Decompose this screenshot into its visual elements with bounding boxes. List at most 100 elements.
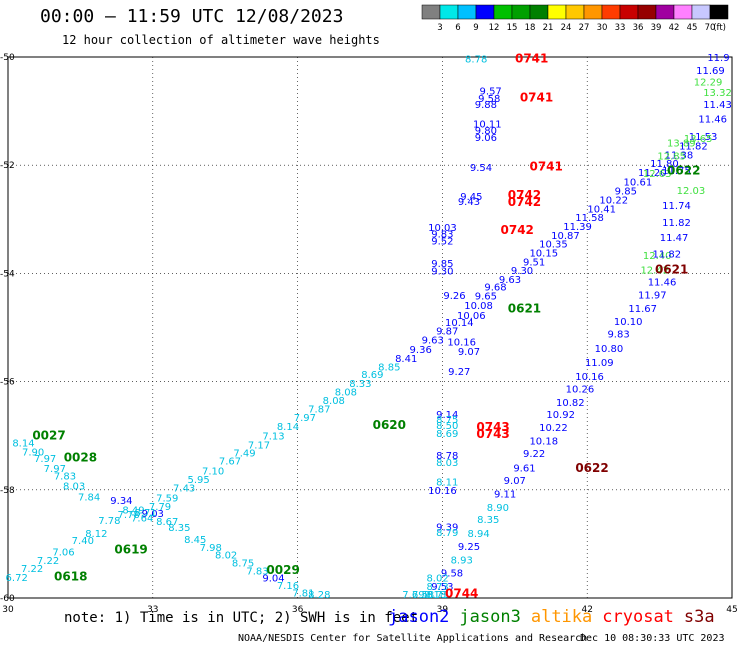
pass-time-label: 0027 — [32, 429, 65, 443]
wave-height-label: 8.14 — [12, 439, 34, 450]
wave-height-label: 8.78 — [465, 55, 487, 66]
wave-height-label: 9.30 — [511, 266, 533, 277]
wave-height-label: 9.36 — [410, 345, 432, 356]
colorbar-swatch — [565, 4, 585, 20]
wave-height-label: 10.08 — [464, 301, 493, 312]
wave-height-label: 8.75 — [436, 415, 458, 426]
wave-height-label: 9.80 — [475, 126, 497, 137]
colorbar-swatch — [529, 4, 549, 20]
wave-height-label: 8.02 — [215, 551, 237, 562]
wave-height-label: 7.06 — [52, 547, 74, 558]
wave-height-label: 8.11 — [436, 478, 458, 489]
wave-height-label: 10.26 — [566, 385, 595, 396]
wave-height-label: 10.16 — [575, 372, 604, 383]
colorbar-swatch — [583, 4, 603, 20]
pass-time-label: 0743 — [476, 427, 509, 441]
colorbar-label: 30 — [597, 23, 608, 33]
wave-height-label: 5.95 — [188, 475, 210, 486]
wave-height-label: 8.79 — [436, 528, 458, 539]
colorbar-unit: (ft) — [713, 23, 726, 33]
wave-height-label: 8.69 — [436, 429, 458, 440]
wave-height-label: 7.87 — [308, 405, 330, 416]
wave-height-label: 8.12 — [85, 529, 107, 540]
colorbar-swatch — [619, 4, 639, 20]
wave-height-label: 7.64 — [131, 513, 153, 524]
wave-height-label: 8.35 — [168, 523, 190, 534]
wave-height-label: 7.58 — [412, 590, 434, 601]
wave-height-label: 8.73 — [426, 590, 448, 601]
footer-note: note: 1) Time is in UTC; 2) SWH is in fe… — [64, 610, 419, 626]
legend-jason2: jason2 — [388, 607, 450, 627]
wave-height-label: 9.85 — [615, 187, 637, 198]
wave-height-label: 8.28 — [308, 590, 330, 601]
wave-height-label: 10.16 — [428, 486, 457, 497]
wave-height-label: 7.43 — [173, 484, 195, 495]
wave-height-label: 10.82 — [556, 398, 585, 409]
wave-height-label: 9.83 — [607, 329, 629, 340]
wave-height-label: 7.84 — [78, 492, 100, 503]
pass-time-label: 0742 — [508, 195, 541, 209]
colorbar-swatch — [547, 4, 567, 20]
wave-height-label: 7.40 — [72, 536, 94, 547]
wave-height-label: 9.34 — [110, 496, 132, 507]
wave-height-label: 8.94 — [467, 529, 489, 540]
generated-timestamp: Dec 10 08:30:33 UTC 2023 — [580, 633, 725, 644]
wave-height-label: 10.22 — [599, 195, 628, 206]
wave-height-label: 8.71 — [134, 508, 156, 519]
legend-cryosat: cryosat — [602, 607, 674, 627]
wave-height-label: 11.46 — [698, 115, 727, 126]
plot-grid — [7, 56, 733, 599]
wave-height-label: 7.79 — [149, 502, 171, 513]
wave-height-label: 11.82 — [662, 218, 691, 229]
wave-height-label: 7.98 — [200, 543, 222, 554]
colorbar-label: 6 — [455, 23, 460, 33]
wave-height-label: 8.03 — [436, 458, 458, 469]
wave-height-label: 8.33 — [349, 379, 371, 390]
wave-height-label: 8.85 — [378, 362, 400, 373]
wave-height-label: 9.43 — [458, 197, 480, 208]
wave-height-label: 7.81 — [292, 589, 314, 600]
wave-height-label: 9.11 — [494, 490, 516, 501]
wave-height-label: 9.63 — [499, 275, 521, 286]
wave-height-label: 12.85 — [657, 151, 686, 162]
wave-height-label: 10.18 — [529, 437, 558, 448]
wave-height-label: 12.42 — [640, 266, 669, 277]
wave-height-label: 9.27 — [448, 367, 470, 378]
wave-height-label: 11.58 — [575, 213, 604, 224]
wave-height-label: 10.16 — [447, 338, 476, 349]
wave-height-label: 8.18 — [424, 590, 446, 601]
wave-height-label: 11.47 — [660, 233, 689, 244]
wave-height-label: 9.03 — [142, 509, 164, 520]
wave-height-label: 13.89 — [667, 138, 696, 149]
wave-height-label: 12.03 — [677, 186, 706, 197]
wave-height-label: 8.49 — [122, 505, 144, 516]
wave-height-label: 9.53 — [431, 582, 453, 593]
x-tick-label: 33 — [147, 605, 158, 615]
chart-title: 00:00 — 11:59 UTC 12/08/2023 — [40, 6, 344, 27]
wave-height-label: 9.26 — [443, 291, 465, 302]
wave-height-label: 10.15 — [529, 248, 558, 259]
wave-height-label: 11.20 — [638, 168, 667, 179]
wave-height-label: 7.22 — [21, 564, 43, 575]
wave-height-label: 9.58 — [441, 569, 463, 580]
wave-height-label: 11.80 — [650, 159, 679, 170]
colorbar-label: 45 — [687, 23, 698, 33]
wave-height-label: 9.61 — [513, 464, 535, 475]
chart-subtitle: 12 hour collection of altimeter wave hei… — [62, 33, 380, 47]
colorbar-label: 39 — [651, 23, 662, 33]
pass-time-label: 0621 — [508, 302, 541, 316]
y-tick-label: -56 — [0, 378, 15, 388]
y-tick-label: -52 — [0, 161, 15, 171]
pass-time-label: 0622 — [667, 164, 700, 178]
wave-height-label: 11.74 — [662, 201, 691, 212]
wave-height-label: 13.32 — [703, 88, 732, 99]
pass-time-label: 0742 — [501, 223, 534, 237]
wave-height-label: 7.78 — [98, 516, 120, 527]
x-tick-label: 30 — [2, 605, 14, 615]
colorbar-legend: 3 6 9 12 15 18 21 24 27 30 33 36 39 42 45 70(ft) — [421, 4, 729, 33]
axis-ticks: 30 33 36 39 42 45 -50 -52 -54 -56 -58 -60 — [0, 53, 738, 615]
wave-height-label: 9.51 — [523, 257, 545, 268]
colorbar-swatch — [691, 4, 711, 20]
colorbar-label: 36 — [633, 23, 644, 33]
wave-height-label: 7.69 — [402, 590, 424, 601]
